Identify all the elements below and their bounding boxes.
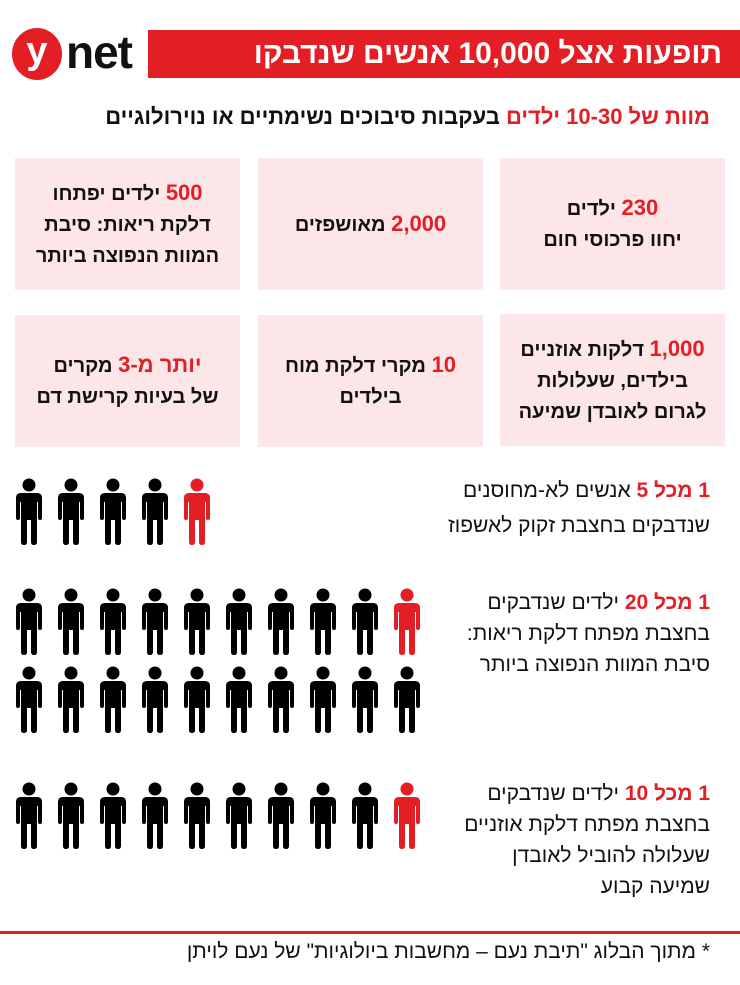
stat-line: שנדבקים בחצבת זקוק לאשפוז xyxy=(447,514,710,537)
ynet-logo[interactable]: y net xyxy=(12,26,142,82)
stat-line: בחצבת מפתח דלקת אוזניים xyxy=(464,813,710,836)
person-icon xyxy=(8,666,50,736)
person-icon xyxy=(344,782,386,852)
stat-text-pneumonia: 1 מכל 20 ילדים שנדבקים בחצבת מפתח דלקת ר… xyxy=(467,587,710,680)
stat-box-hospitalized: 2,000 מאושפזים xyxy=(258,158,483,290)
box-text: דלקות אוזניים xyxy=(520,338,650,361)
person-icon xyxy=(344,666,386,736)
person-icon xyxy=(8,588,50,658)
person-icon xyxy=(260,666,302,736)
person-icon xyxy=(50,588,92,658)
box-number: 230 xyxy=(621,195,659,220)
box-text: יחוו פרכוסי חום xyxy=(543,229,682,251)
person-icon xyxy=(50,478,92,548)
person-icon xyxy=(344,588,386,658)
person-icon-highlighted xyxy=(386,782,428,852)
stat-line: סיבת המוות הנפוצה ביותר xyxy=(479,653,710,676)
person-icons-1-of-10 xyxy=(8,782,428,852)
stat-box-ear-infections: 1,000 דלקות אוזניים בילדים, שעלולות לגרום … xyxy=(500,314,725,446)
source-footnote: * מתוך הבלוג "תיבת נעם – מחשבות ביולוגיו… xyxy=(186,940,710,963)
stat-highlight: 1 מכל 10 xyxy=(624,782,710,805)
box-text: בילדים, שעלולות xyxy=(537,369,688,392)
person-icon xyxy=(260,588,302,658)
person-icon xyxy=(50,782,92,852)
stat-highlight: 1 מכל 5 xyxy=(636,479,711,502)
person-icon xyxy=(92,478,134,548)
stat-line: ילדים שנדבקים xyxy=(487,591,625,614)
stat-box-clotting: יותר מ-3 מקרים של בעיות קרישת דם xyxy=(15,315,240,447)
person-icon xyxy=(134,478,176,548)
stat-line: ילדים שנדבקים xyxy=(487,782,625,805)
box-text: בילדים xyxy=(339,386,402,408)
stat-box-fever-seizures: 230 ילדים יחוו פרכוסי חום xyxy=(500,158,725,290)
person-icon xyxy=(302,666,344,736)
subtitle-highlight: מוות של 10-30 ילדים xyxy=(505,104,710,129)
person-icon xyxy=(134,666,176,736)
logo-circle: y xyxy=(12,28,62,80)
box-text: מאושפזים xyxy=(294,213,392,236)
person-icon xyxy=(176,782,218,852)
person-icon xyxy=(176,588,218,658)
person-icon xyxy=(92,666,134,736)
footer-divider xyxy=(0,931,740,934)
person-icon xyxy=(302,588,344,658)
person-icon-highlighted xyxy=(176,478,218,548)
person-icon xyxy=(218,666,260,736)
stat-box-encephalitis: 10 מקרי דלקת מוח בילדים xyxy=(258,315,483,447)
person-icon xyxy=(8,478,50,548)
person-icon xyxy=(8,782,50,852)
box-number: 1,000 xyxy=(649,335,705,361)
stat-box-pneumonia: 500 ילדים יפתחו דלקת ריאות: סיבת המוות הנפ… xyxy=(15,158,240,290)
person-icon xyxy=(302,782,344,852)
box-number: 2,000 xyxy=(391,210,447,236)
logo-word: net xyxy=(66,26,133,78)
title-banner: תופעות אצל 10,000 אנשים שנדבקו בחצבת xyxy=(148,30,740,118)
box-number: יותר מ-3 xyxy=(118,352,202,377)
person-icons-row-2 xyxy=(8,666,428,736)
person-icon xyxy=(92,782,134,852)
person-icon xyxy=(50,666,92,736)
person-icon xyxy=(92,588,134,658)
person-icon xyxy=(134,782,176,852)
person-icon xyxy=(218,588,260,658)
stat-line: אנשים לא-מחוסנים xyxy=(463,479,637,502)
box-text: של בעיות קרישת דם xyxy=(36,386,219,408)
person-icon xyxy=(176,666,218,736)
stat-text-hospitalization: 1 מכל 5 אנשים לא-מחוסנים שנדבקים בחצבת ז… xyxy=(448,475,710,541)
stat-line: בחצבת מפתח דלקת ריאות: xyxy=(466,622,710,645)
box-text: מקרי דלקת מוח xyxy=(285,355,432,377)
box-number: 500 xyxy=(165,179,203,205)
stat-text-ear-infection: 1 מכל 10 ילדים שנדבקים בחצבת מפתח דלקת א… xyxy=(464,778,710,902)
person-icon-highlighted xyxy=(386,588,428,658)
box-text: ילדים יפתחו xyxy=(52,182,166,205)
person-icons-1-of-5 xyxy=(8,478,218,548)
box-text: המוות הנפוצה ביותר xyxy=(35,244,220,267)
stat-line: שמיעה קבוע xyxy=(600,875,710,898)
stat-highlight: 1 מכל 20 xyxy=(624,591,710,614)
box-text: לגרום לאובדן שמיעה xyxy=(518,400,707,423)
box-text: ילדים xyxy=(566,198,622,220)
person-icon xyxy=(134,588,176,658)
subtitle: מוות של 10-30 ילדים בעקבות סיבוכים נשימת… xyxy=(105,104,710,130)
person-icon xyxy=(218,782,260,852)
box-number: 10 xyxy=(431,352,456,377)
person-icon xyxy=(260,782,302,852)
box-text: דלקת ריאות: סיבת xyxy=(44,213,211,236)
subtitle-rest: בעקבות סיבוכים נשימתיים או נוירולוגיים xyxy=(105,104,506,129)
stat-line: שעלולה להוביל לאובדן xyxy=(512,844,710,867)
person-icon xyxy=(386,666,428,736)
person-icons-row-1 xyxy=(8,588,428,658)
box-text: מקרים xyxy=(53,355,119,377)
